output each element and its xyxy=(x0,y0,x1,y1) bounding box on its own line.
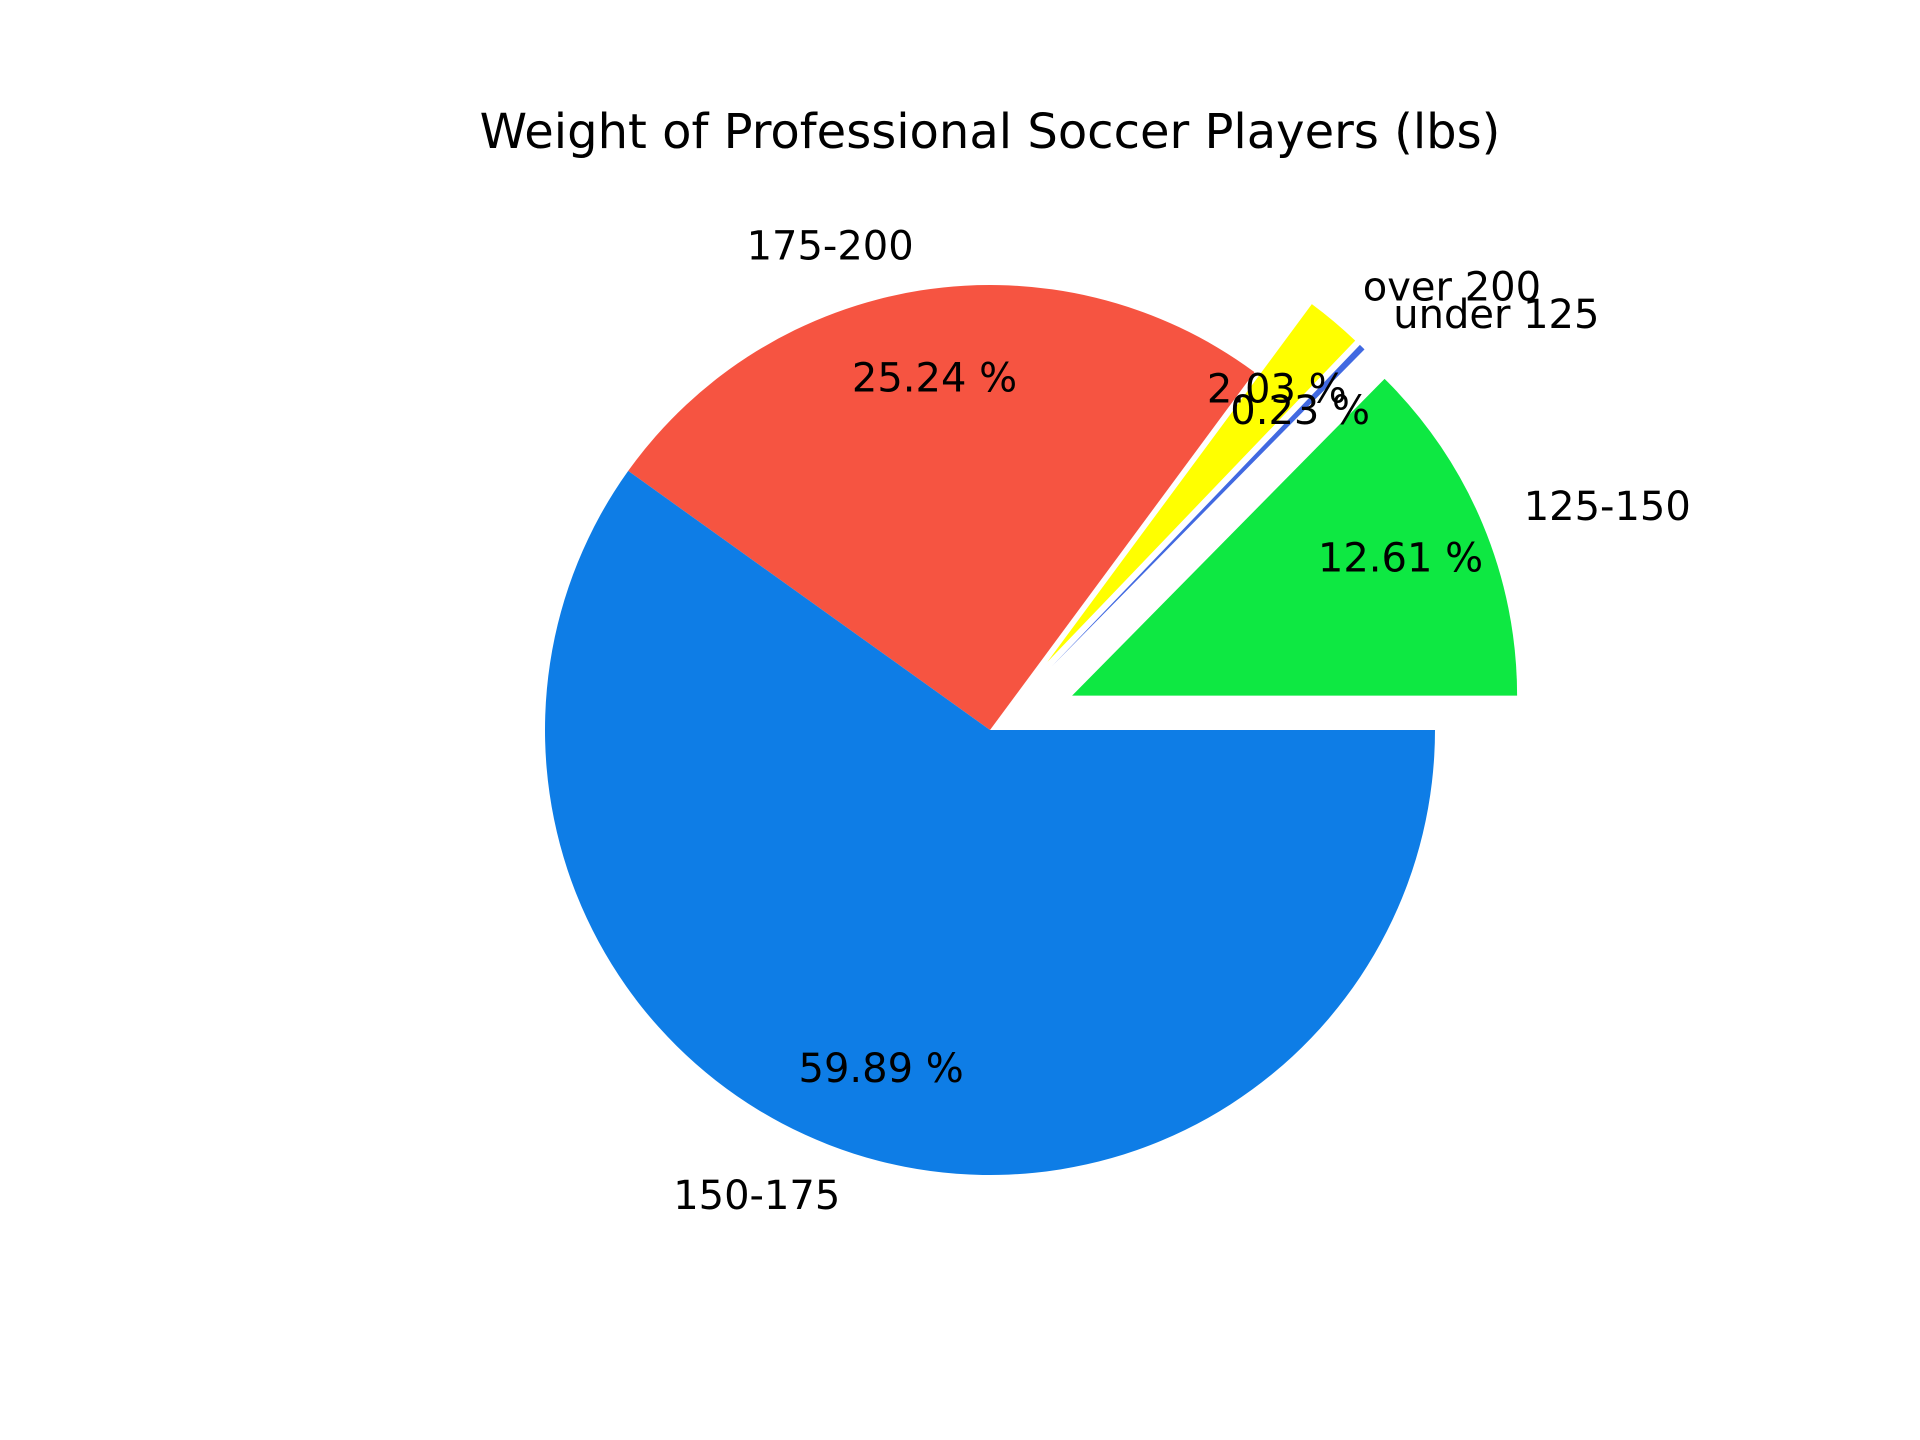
slice-label-under-125: under 125 xyxy=(1393,292,1599,338)
slice-label-125-150: 125-150 xyxy=(1524,484,1691,530)
pie-slice-175-200 xyxy=(628,285,1255,730)
slice-label-150-175: 150-175 xyxy=(673,1173,840,1219)
pct-label-under-125: 0.23 % xyxy=(1230,388,1370,434)
pie-slice-150-175 xyxy=(545,470,1435,1176)
pie-slice-under-125 xyxy=(1052,344,1365,667)
pct-label-175-200: 25.24 % xyxy=(852,355,1017,401)
pie-slice-over-200 xyxy=(1047,304,1356,662)
pct-label-over-200: 2.03 % xyxy=(1207,367,1347,413)
slice-label-over-200: over 200 xyxy=(1363,265,1541,311)
pct-label-150-175: 59.89 % xyxy=(799,1046,964,1092)
pie-labels: 125-150 12.61 % under 125 0.23 % over 200 2.0… xyxy=(673,223,1691,1219)
pie-slice-125-150 xyxy=(1072,378,1518,696)
pie-slices xyxy=(545,285,1518,1176)
pct-label-125-150: 12.61 % xyxy=(1318,535,1483,581)
slice-label-175-200: 175-200 xyxy=(747,223,914,269)
chart-title: Weight of Professional Soccer Players (l… xyxy=(480,104,1501,160)
